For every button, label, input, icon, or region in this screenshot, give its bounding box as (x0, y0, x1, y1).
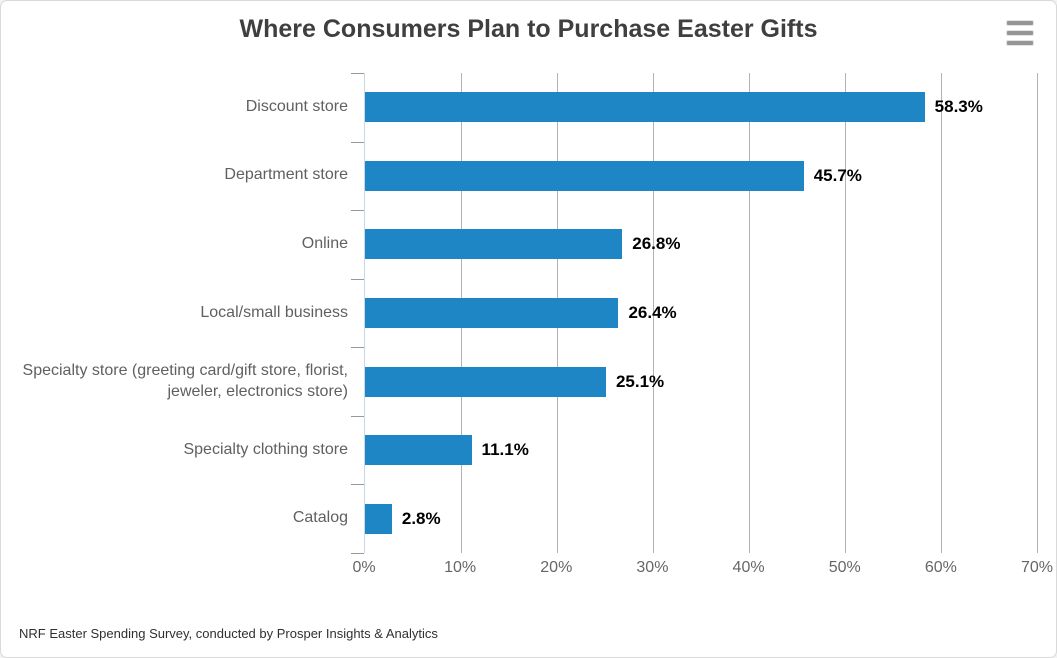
source-credit: NRF Easter Spending Survey, conducted by… (19, 626, 438, 641)
x-axis-labels: 0% 10% 20% 30% 40% 50% 60% 70% (352, 559, 1053, 585)
gridline (941, 73, 942, 553)
bar-value-label: 58.3% (934, 97, 983, 117)
x-axis-label: 40% (732, 559, 765, 576)
bar-value-label: 2.8% (401, 508, 441, 528)
gridline (653, 73, 654, 553)
bar-value-label: 25.1% (615, 371, 665, 391)
bar-value-label: 11.1% (481, 440, 529, 460)
x-axis-label: 0% (352, 559, 376, 576)
category-tick (351, 553, 364, 554)
category-tick (351, 73, 364, 74)
chart-bar[interactable] (365, 229, 623, 259)
gridline (749, 73, 750, 553)
category-axis: Discount store Department store Online Loca… (1, 73, 348, 553)
bar-value-label: 45.7% (813, 165, 862, 185)
category-label: Discount store (245, 97, 348, 115)
chart-bar[interactable] (365, 161, 804, 191)
chart-bar[interactable] (365, 92, 925, 122)
context-menu-button[interactable] (1006, 20, 1036, 47)
category-label: Catalog (292, 509, 348, 527)
category-tick (351, 416, 364, 417)
chart-bar[interactable] (365, 435, 472, 465)
bar-value-label: 26.4% (628, 303, 677, 322)
x-axis-label: 60% (924, 559, 957, 576)
category-label: Department store (224, 166, 348, 184)
category-label: Specialty clothing store (183, 440, 348, 458)
x-axis-label: 70% (1020, 559, 1054, 576)
x-axis-label: 20% (540, 559, 573, 576)
gridline (845, 73, 846, 553)
hamburger-icon (1006, 30, 1034, 36)
bar-value-label: 26.8% (632, 234, 681, 254)
category-tick (351, 279, 364, 280)
plot-area: 58.3% 45.7% 26.8% 26.4% 25.1% 11.1% 2.8% (351, 73, 1038, 554)
gridline (1037, 73, 1038, 553)
x-axis-label: 10% (444, 559, 477, 576)
category-label: Online (301, 235, 348, 253)
hamburger-icon (1006, 20, 1034, 26)
category-tick (351, 210, 364, 211)
category-label: Specialty store (greeting card/gift stor… (22, 361, 348, 400)
chart-bar[interactable] (365, 504, 392, 534)
chart-bar[interactable] (365, 298, 619, 328)
category-label: Local/small business (200, 303, 348, 321)
x-axis-label: 50% (828, 559, 861, 576)
chart-bar[interactable] (365, 367, 606, 397)
x-axis-label: 30% (636, 559, 669, 576)
chart-title: Where Consumers Plan to Purchase Easter … (239, 15, 818, 43)
category-tick (351, 142, 364, 143)
hamburger-icon (1006, 40, 1034, 46)
category-tick (351, 484, 364, 485)
category-tick (351, 347, 364, 348)
